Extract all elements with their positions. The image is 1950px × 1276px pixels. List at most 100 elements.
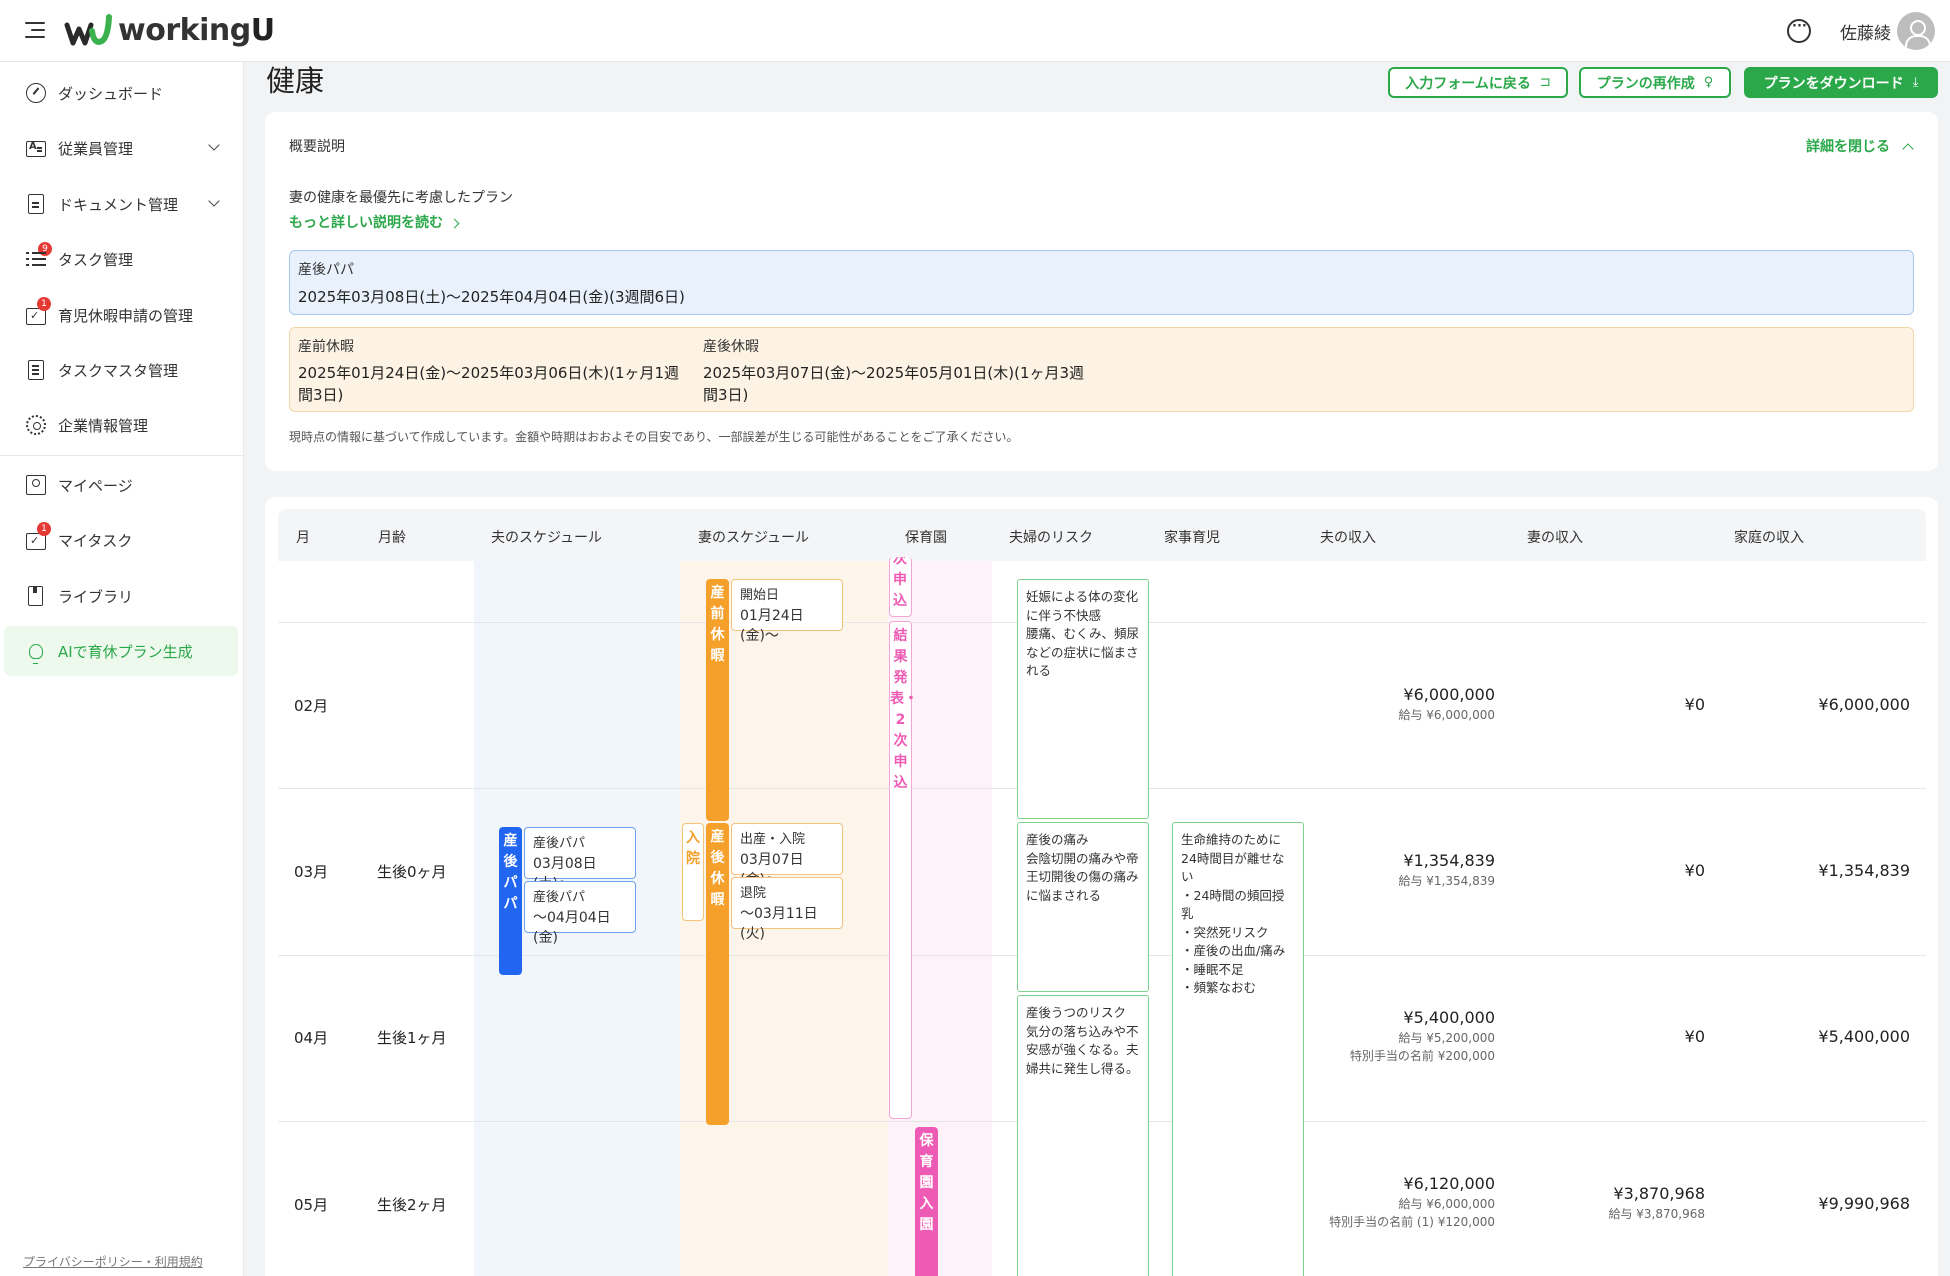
- wife-income-cell: ¥0: [1515, 1027, 1705, 1046]
- family-income-cell: ¥9,990,968: [1720, 1194, 1910, 1213]
- nursery-application-label: 次申込: [893, 557, 907, 609]
- prenatal-start-tag[interactable]: 開始日 01月24日(金)〜: [731, 579, 843, 644]
- nursery-application-bar[interactable]: 次申込: [889, 557, 912, 617]
- chevron-down-icon: [208, 195, 220, 207]
- chat-icon[interactable]: [1787, 19, 1811, 43]
- disclaimer-note: 現時点の情報に基づいて作成しています。金額や時期はおおよその目安であり、一部誤差…: [289, 430, 1019, 444]
- read-more-link[interactable]: もっと詳しい説明を読む: [289, 212, 460, 232]
- chevron-right-icon: [449, 218, 460, 229]
- tag-date: 〜04月04日(金): [533, 910, 611, 946]
- nursery-result-bar[interactable]: 結果発表・2次申込: [889, 621, 918, 1119]
- tag-title: 開始日: [740, 588, 780, 603]
- sidebar-item-employees[interactable]: 従業員管理: [4, 123, 238, 173]
- sidebar-item-task-master[interactable]: タスクマスタ管理: [4, 345, 238, 395]
- mama-leave-box: 産前休暇 2025年01月24日(金)〜2025年03月06日(木)(1ヶ月1週…: [289, 327, 1914, 412]
- sidebar-item-leave-requests[interactable]: 1 育児休暇申請の管理: [4, 290, 238, 340]
- gear-icon: [26, 415, 46, 435]
- wife-income-total: ¥0: [1684, 1027, 1705, 1046]
- papa-leave-box: 産後パパ 2025年03月08日(土)〜2025年04月04日(金)(3週間6日…: [289, 250, 1914, 315]
- toggle-label: 詳細を閉じる: [1806, 139, 1890, 155]
- privacy-terms-link[interactable]: プライバシーポリシー・利用規約: [23, 1255, 203, 1269]
- prenatal-leave-bar[interactable]: 産前休暇: [706, 579, 729, 821]
- lightbulb-icon: ♀: [1703, 75, 1714, 90]
- tag-title: 産後パパ: [533, 836, 586, 851]
- husband-income-cell: ¥5,400,000 給与 ¥5,200,000 特別手当の名前 ¥200,00…: [1305, 1008, 1495, 1065]
- risk-card-pregnancy[interactable]: 妊娠による体の変化に伴う不快感 腰痛、むくみ、頻尿などの症状に悩まされる: [1017, 579, 1149, 819]
- prenatal-leave: 産前休暇 2025年01月24日(金)〜2025年03月06日(木)(1ヶ月1週…: [298, 336, 688, 406]
- col-header-family-income: 家庭の収入: [1734, 530, 1804, 546]
- sidebar-item-dashboard[interactable]: ダッシュボード: [4, 68, 238, 118]
- family-income-total: ¥9,990,968: [1818, 1194, 1910, 1213]
- collapse-details-toggle[interactable]: 詳細を閉じる: [1806, 136, 1914, 156]
- month-cell: 04月: [294, 1029, 329, 1047]
- prenatal-period: 2025年01月24日(金)〜2025年03月06日(木)(1ヶ月1週間3日): [298, 364, 680, 404]
- sidebar-item-library[interactable]: ライブラリ: [4, 571, 238, 621]
- download-plan-button[interactable]: プランをダウンロード ⤓: [1744, 67, 1938, 98]
- wife-income-total: ¥3,870,968: [1613, 1184, 1705, 1203]
- family-income-cell: ¥5,400,000: [1720, 1027, 1910, 1046]
- papa-end-tag[interactable]: 産後パパ 〜04月04日(金): [524, 881, 636, 946]
- regenerate-plan-button[interactable]: プランの再作成 ♀: [1579, 67, 1731, 98]
- col-header-wife-income: 妻の収入: [1527, 530, 1583, 546]
- return-icon: ⊐: [1539, 75, 1551, 90]
- postnatal-leave: 産後休暇 2025年03月07日(金)〜2025年05月01日(木)(1ヶ月3週…: [703, 336, 1093, 406]
- income-detail: 給与 ¥3,870,968: [1608, 1207, 1705, 1221]
- family-income-cell: ¥6,000,000: [1720, 695, 1910, 714]
- income-detail: 給与 ¥6,000,000: [1398, 708, 1495, 722]
- husband-income-cell: ¥1,354,839 給与 ¥1,354,839: [1305, 851, 1495, 890]
- my-task-icon: 1: [26, 522, 51, 550]
- notification-badge: 1: [37, 297, 51, 311]
- sidebar-item-label: タスク管理: [58, 250, 134, 269]
- notification-badge: 9: [38, 242, 52, 256]
- husband-income-total: ¥6,000,000: [1403, 685, 1495, 704]
- sidebar-item-label: ライブラリ: [58, 587, 134, 606]
- summary-label: 概要説明: [289, 139, 345, 155]
- calendar-check-icon: 1: [26, 297, 51, 325]
- income-detail: 給与 ¥5,200,000: [1398, 1031, 1495, 1045]
- husband-income-total: ¥5,400,000: [1403, 1008, 1495, 1027]
- housework-card[interactable]: 生命維持のために24時間目が離せない ・24時間の頻回授乳 ・突然死リスク ・産…: [1172, 822, 1304, 1276]
- chevron-up-icon: [1902, 143, 1914, 155]
- chevron-down-icon: [208, 139, 220, 151]
- sidebar-item-label: 育児休暇申請の管理: [58, 306, 194, 325]
- avatar[interactable]: [1897, 12, 1935, 50]
- back-to-form-button[interactable]: 入力フォームに戻る ⊐: [1388, 67, 1568, 98]
- document-icon: [28, 194, 44, 214]
- husband-income-total: ¥1,354,839: [1403, 851, 1495, 870]
- birth-admission-tag[interactable]: 出産・入院 03月07日(金)〜: [731, 823, 843, 888]
- age-cell: 生後1ヶ月: [377, 1029, 447, 1047]
- wife-income-cell: ¥0: [1515, 861, 1705, 880]
- discharge-tag[interactable]: 退院 〜03月11日(火): [731, 877, 843, 942]
- papa-leave-bar[interactable]: 産後パパ: [499, 827, 522, 975]
- hospital-stay-bar[interactable]: 入院: [682, 823, 704, 921]
- papa-leave-period: 2025年03月08日(土)〜2025年04月04日(金)(3週間6日): [298, 288, 685, 306]
- table-header: 月 月齢 夫のスケジュール 妻のスケジュール 保育園 夫婦のリスク 家事育児 夫…: [278, 509, 1926, 561]
- sidebar: ダッシュボード 従業員管理 ドキュメント管理 9 タスク管理 1 育児休暇申請の…: [0, 62, 244, 1276]
- sidebar-item-mytasks[interactable]: 1 マイタスク: [4, 515, 238, 565]
- logo-text: workingU: [118, 12, 275, 48]
- sidebar-item-ai-plan[interactable]: AIで育休プラン生成: [4, 626, 238, 676]
- menu-icon[interactable]: [25, 22, 45, 38]
- risk-card-postpartum-depression[interactable]: 産後うつのリスク 気分の落ち込みや不安感が強くなる。夫婦共に発生し得る。: [1017, 995, 1149, 1276]
- nursery-enrollment-bar[interactable]: 保育園入園: [915, 1127, 938, 1276]
- library-icon: [28, 586, 43, 606]
- col-header-housework: 家事育児: [1164, 530, 1220, 546]
- wife-income-cell: ¥3,870,968 給与 ¥3,870,968: [1515, 1184, 1705, 1223]
- button-label: 入力フォームに戻る: [1405, 75, 1531, 92]
- task-list-icon: 9: [26, 242, 52, 269]
- profile-icon: [26, 475, 46, 495]
- papa-start-tag[interactable]: 産後パパ 03月08日(土)〜: [524, 827, 636, 892]
- sidebar-divider: [0, 455, 244, 456]
- age-cell: 生後0ヶ月: [377, 863, 447, 881]
- risk-card-postpartum-pain[interactable]: 産後の痛み 会陰切開の痛みや帝王切開後の傷の痛みに悩まされる: [1017, 822, 1149, 992]
- sidebar-item-company[interactable]: 企業情報管理: [4, 400, 238, 450]
- logo[interactable]: workingU: [64, 10, 275, 50]
- sidebar-item-mypage[interactable]: マイページ: [4, 460, 238, 510]
- sidebar-item-documents[interactable]: ドキュメント管理: [4, 179, 238, 229]
- notification-badge: 1: [37, 522, 51, 536]
- sidebar-item-label: AIで育休プラン生成: [58, 642, 193, 661]
- postnatal-leave-bar[interactable]: 産後休暇: [706, 823, 729, 1125]
- user-name[interactable]: 佐藤綾: [1840, 24, 1891, 44]
- sidebar-item-tasks[interactable]: 9 タスク管理: [4, 234, 238, 284]
- col-header-nursery: 保育園: [905, 530, 947, 546]
